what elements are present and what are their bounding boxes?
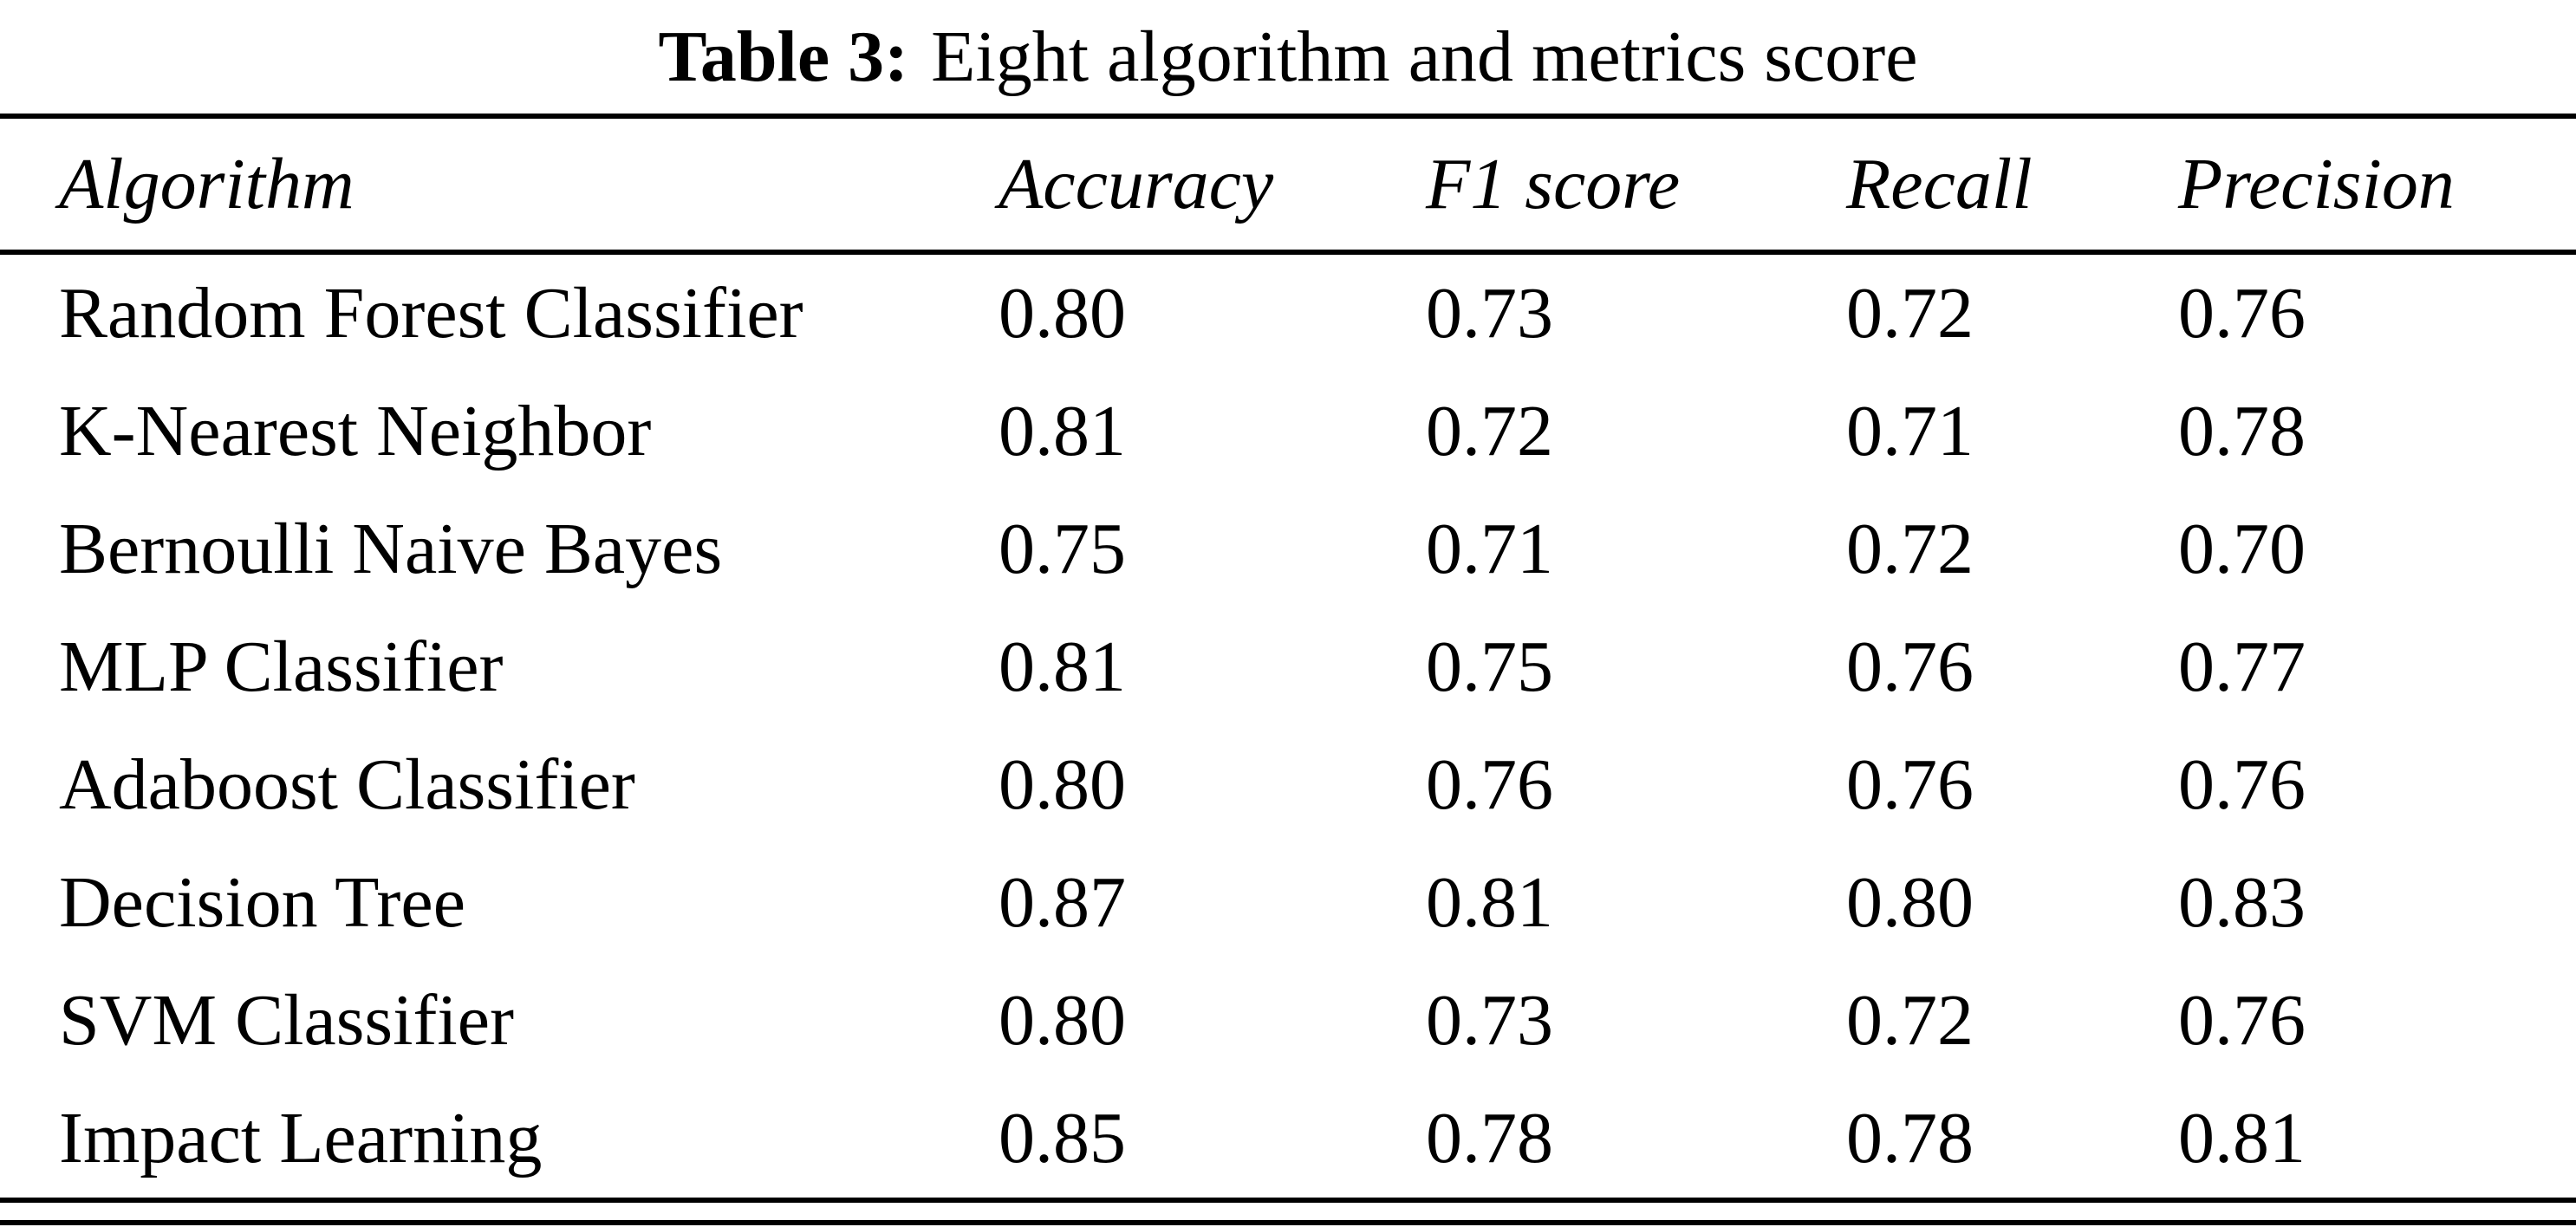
cell-precision: 0.83 [2178, 862, 2306, 943]
cell-recall: 0.72 [1846, 980, 1974, 1061]
table-row: SVM Classifier 0.80 0.73 0.72 0.76 [0, 962, 2576, 1080]
cell-precision: 0.77 [2178, 626, 2306, 707]
cell-f1-score: 0.76 [1426, 744, 1553, 825]
cell-f1-score: 0.71 [1426, 509, 1553, 589]
cell-f1-score: 0.75 [1426, 626, 1553, 707]
cell-recall: 0.76 [1846, 744, 1974, 825]
header-f1-score: F1 score [1426, 143, 1681, 224]
cell-recall: 0.76 [1846, 626, 1974, 707]
table-header-row: Algorithm Accuracy F1 score Recall Preci… [0, 119, 2576, 250]
cell-f1-score: 0.73 [1426, 273, 1553, 354]
header-algorithm: Algorithm [59, 143, 355, 224]
cell-algorithm: MLP Classifier [59, 626, 504, 707]
table-row: Decision Tree 0.87 0.81 0.80 0.83 [0, 844, 2576, 962]
top-rule [0, 114, 2576, 119]
cell-precision: 0.78 [2178, 391, 2306, 471]
cell-algorithm: SVM Classifier [59, 980, 514, 1061]
cell-recall: 0.72 [1846, 509, 1974, 589]
header-accuracy: Accuracy [999, 143, 1274, 224]
cell-algorithm: K-Nearest Neighbor [59, 391, 652, 471]
cell-accuracy: 0.85 [999, 1098, 1126, 1178]
cell-recall: 0.71 [1846, 391, 1974, 471]
cell-recall: 0.72 [1846, 273, 1974, 354]
cell-algorithm: Adaboost Classifier [59, 744, 635, 825]
cell-precision: 0.76 [2178, 744, 2306, 825]
cell-accuracy: 0.81 [999, 391, 1126, 471]
table-row: MLP Classifier 0.81 0.75 0.76 0.77 [0, 608, 2576, 726]
header-recall: Recall [1846, 143, 2033, 224]
cell-f1-score: 0.73 [1426, 980, 1553, 1061]
cell-algorithm: Random Forest Classifier [59, 273, 803, 354]
cell-precision: 0.81 [2178, 1098, 2306, 1178]
cell-precision: 0.76 [2178, 980, 2306, 1061]
header-rule [0, 250, 2576, 255]
header-precision: Precision [2178, 143, 2455, 224]
cell-accuracy: 0.87 [999, 862, 1126, 943]
cell-recall: 0.80 [1846, 862, 1974, 943]
cell-f1-score: 0.81 [1426, 862, 1553, 943]
cell-f1-score: 0.78 [1426, 1098, 1553, 1178]
table-row: Impact Learning 0.85 0.78 0.78 0.81 [0, 1080, 2576, 1198]
table-row: K-Nearest Neighbor 0.81 0.72 0.71 0.78 [0, 373, 2576, 490]
cell-algorithm: Impact Learning [59, 1098, 543, 1178]
bottom-rule-gap [0, 1203, 2576, 1220]
cell-precision: 0.70 [2178, 509, 2306, 589]
table-row: Adaboost Classifier 0.80 0.76 0.76 0.76 [0, 726, 2576, 844]
table-row: Random Forest Classifier 0.80 0.73 0.72 … [0, 255, 2576, 373]
cell-recall: 0.78 [1846, 1098, 1974, 1178]
cell-accuracy: 0.81 [999, 626, 1126, 707]
cell-algorithm: Decision Tree [59, 862, 465, 943]
table-caption-text: Eight algorithm and metrics score [931, 16, 1918, 97]
cell-accuracy: 0.80 [999, 273, 1126, 354]
bottom-rule-outer [0, 1198, 2576, 1203]
cell-accuracy: 0.80 [999, 744, 1126, 825]
cell-f1-score: 0.72 [1426, 391, 1553, 471]
table-caption: Table 3: Eight algorithm and metrics sco… [0, 0, 2576, 114]
cell-precision: 0.76 [2178, 273, 2306, 354]
cell-accuracy: 0.75 [999, 509, 1126, 589]
table-row: Bernoulli Naive Bayes 0.75 0.71 0.72 0.7… [0, 490, 2576, 608]
table-caption-label: Table 3: [658, 16, 909, 97]
cell-accuracy: 0.80 [999, 980, 1126, 1061]
bottom-rule-inner [0, 1220, 2576, 1225]
cell-algorithm: Bernoulli Naive Bayes [59, 509, 723, 589]
